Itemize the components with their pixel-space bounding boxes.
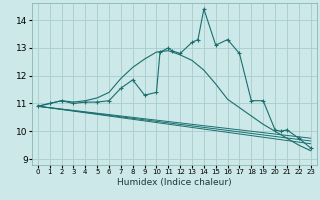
X-axis label: Humidex (Indice chaleur): Humidex (Indice chaleur) — [117, 178, 232, 187]
